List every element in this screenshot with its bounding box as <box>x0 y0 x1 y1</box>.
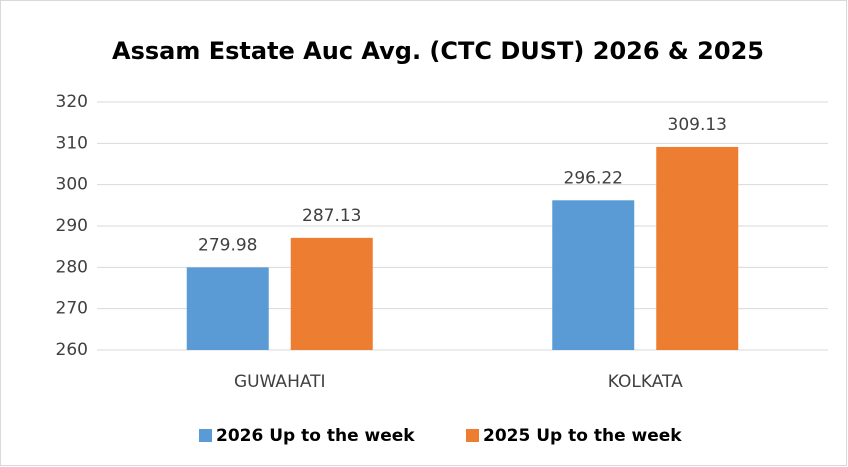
chart-title: Assam Estate Auc Avg. (CTC DUST) 2026 & … <box>112 37 764 65</box>
legend-swatch <box>466 429 479 442</box>
x-tick-label: KOLKATA <box>608 372 683 392</box>
legend-label: 2025 Up to the week <box>483 426 682 446</box>
data-label: 279.98 <box>198 235 257 255</box>
x-tick-label: GUWAHATI <box>234 372 326 392</box>
bar <box>656 146 739 350</box>
y-tick-label: 300 <box>56 175 88 195</box>
y-tick-label: 280 <box>56 257 88 277</box>
y-tick-label: 270 <box>56 299 88 319</box>
legend-label: 2026 Up to the week <box>216 426 415 446</box>
data-label: 309.13 <box>668 115 727 135</box>
bar <box>186 267 269 350</box>
data-label: 287.13 <box>302 206 361 226</box>
y-tick-label: 320 <box>56 92 88 112</box>
y-tick-label: 310 <box>56 133 88 153</box>
y-tick-label: 290 <box>56 216 88 236</box>
data-label: 296.22 <box>564 168 623 188</box>
legend-swatch <box>199 429 212 442</box>
bar <box>290 237 373 350</box>
bar <box>552 200 635 350</box>
y-tick-label: 260 <box>56 340 88 360</box>
